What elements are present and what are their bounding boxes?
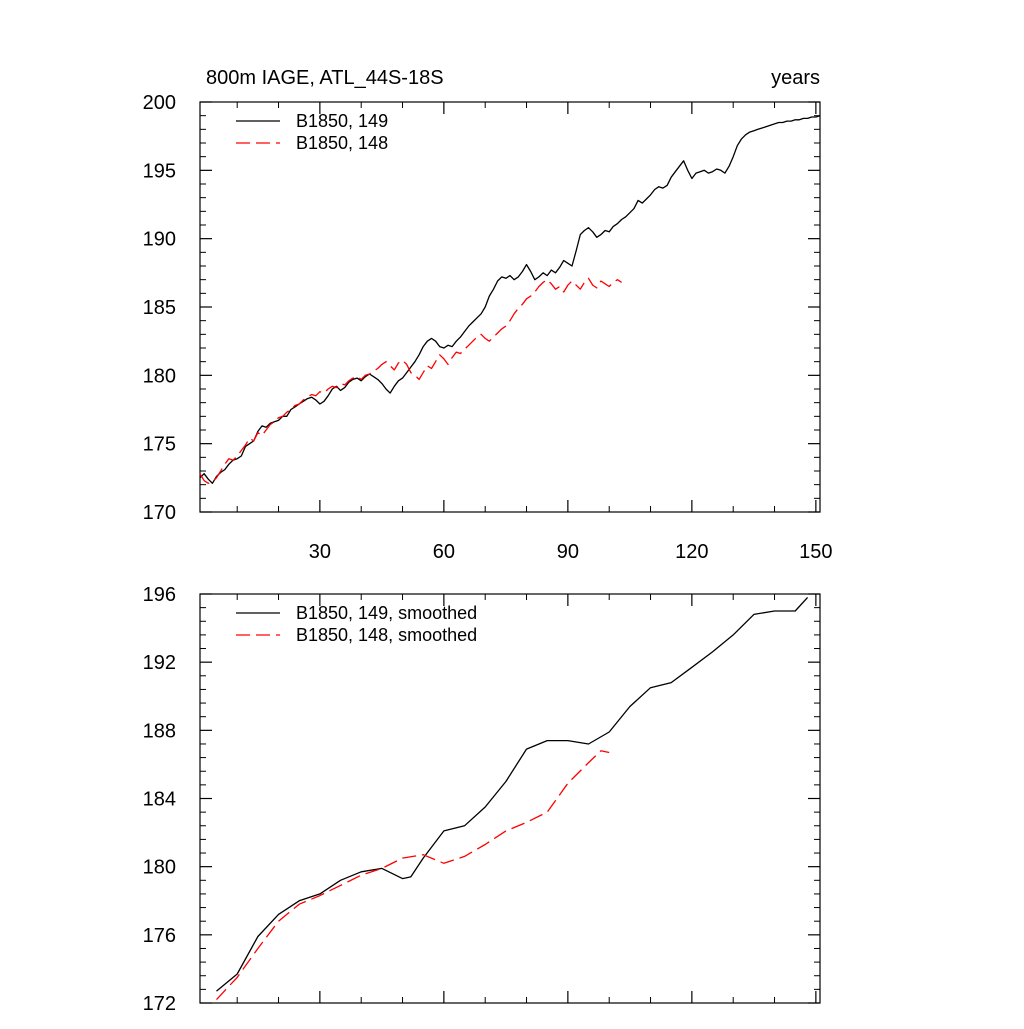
y-tick-label: 180 [143,365,176,387]
y-tick-label: 176 [143,925,176,947]
y-tick-label: 175 [143,434,176,456]
legend-label: B1850, 148 [296,133,388,153]
x-tick-label: 90 [557,541,579,563]
x-tick-label: 30 [309,541,331,563]
y-tick-label: 185 [143,297,176,319]
plot-frame-1 [199,101,821,513]
series-line-149 [199,115,821,484]
series-line-149 [216,596,809,992]
y-tick-label: 200 [143,92,176,114]
panel-title: 800m IAGE, ATL_44S-18S [206,67,444,89]
series-line-148 [199,277,622,484]
y-tick-label: 190 [143,229,176,251]
series-line-148 [216,750,610,1001]
y-tick-label: 170 [143,502,176,524]
plot-frame-2 [199,593,821,1004]
y-tick-label: 188 [143,720,176,742]
legend-label: B1850, 149, smoothed [296,603,477,623]
legend-label: B1850, 149 [296,111,388,131]
y-tick-label: 195 [143,160,176,182]
units-label: years [771,67,820,89]
y-tick-label: 184 [143,789,176,811]
legend-label: B1850, 148, smoothed [296,625,477,645]
y-tick-label: 180 [143,857,176,879]
x-tick-label: 120 [675,541,708,563]
y-tick-label: 196 [143,584,176,606]
y-tick-label: 192 [143,652,176,674]
x-tick-label: 150 [799,541,832,563]
y-tick-label: 172 [143,993,176,1015]
x-tick-label: 60 [433,541,455,563]
